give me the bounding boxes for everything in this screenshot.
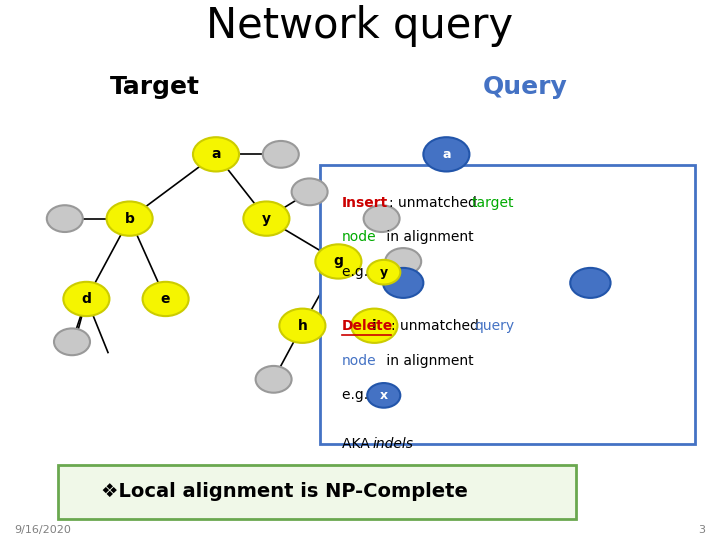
- Circle shape: [570, 268, 611, 298]
- Text: Insert: Insert: [342, 195, 388, 210]
- Circle shape: [423, 137, 469, 172]
- Circle shape: [256, 366, 292, 393]
- Text: : unmatched: : unmatched: [389, 195, 481, 210]
- Text: b: b: [125, 212, 135, 226]
- Text: Delete: Delete: [342, 319, 393, 333]
- FancyBboxPatch shape: [58, 465, 576, 518]
- Circle shape: [367, 383, 400, 408]
- Text: query: query: [474, 319, 514, 333]
- Text: : unmatched: : unmatched: [391, 319, 483, 333]
- Circle shape: [54, 328, 90, 355]
- Text: d: d: [81, 292, 91, 306]
- Text: y: y: [379, 266, 388, 279]
- Circle shape: [364, 205, 400, 232]
- Text: in alignment: in alignment: [382, 354, 473, 368]
- Text: e.g.: e.g.: [342, 265, 372, 279]
- Text: node: node: [342, 354, 377, 368]
- Circle shape: [63, 282, 109, 316]
- Text: y: y: [262, 212, 271, 226]
- Text: e: e: [161, 292, 171, 306]
- Text: node: node: [342, 231, 377, 245]
- Text: g: g: [333, 254, 343, 268]
- Text: a: a: [211, 147, 221, 161]
- Text: in alignment: in alignment: [382, 231, 473, 245]
- Text: i: i: [372, 319, 377, 333]
- Text: ❖Local alignment is NP-Complete: ❖Local alignment is NP-Complete: [101, 482, 468, 501]
- Text: indels: indels: [372, 436, 413, 450]
- Text: target: target: [472, 195, 514, 210]
- Text: 9/16/2020: 9/16/2020: [14, 525, 71, 535]
- Text: 3: 3: [698, 525, 706, 535]
- Circle shape: [193, 137, 239, 172]
- Circle shape: [143, 282, 189, 316]
- Text: AKA: AKA: [342, 436, 374, 450]
- Circle shape: [383, 268, 423, 298]
- Text: e.g.: e.g.: [342, 388, 372, 402]
- Circle shape: [263, 141, 299, 168]
- Circle shape: [315, 244, 361, 279]
- Text: a: a: [442, 148, 451, 161]
- Text: Network query: Network query: [207, 5, 513, 47]
- Text: x: x: [379, 389, 388, 402]
- Circle shape: [385, 248, 421, 275]
- Circle shape: [367, 260, 400, 285]
- Circle shape: [107, 201, 153, 236]
- Text: h: h: [297, 319, 307, 333]
- Circle shape: [292, 178, 328, 205]
- Circle shape: [351, 308, 397, 343]
- Circle shape: [243, 201, 289, 236]
- FancyBboxPatch shape: [320, 165, 695, 443]
- Text: Query: Query: [483, 76, 568, 99]
- Circle shape: [279, 308, 325, 343]
- Circle shape: [47, 205, 83, 232]
- Text: Target: Target: [110, 76, 200, 99]
